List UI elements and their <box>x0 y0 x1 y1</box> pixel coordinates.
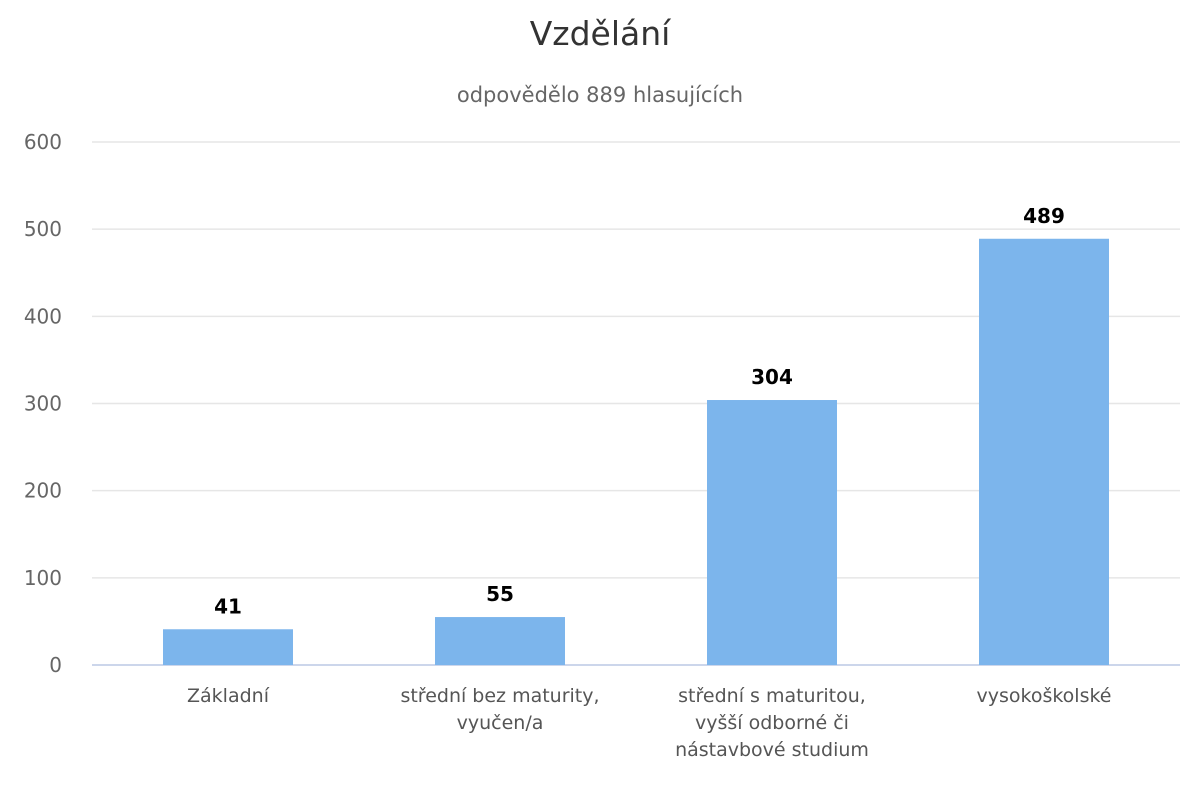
bar[interactable] <box>707 400 837 665</box>
x-tick-label-line: vyšší odborné či <box>695 712 849 734</box>
x-tick-label-line: nástavbové studium <box>675 739 869 761</box>
chart-subtitle: odpovědělo 889 hlasujících <box>456 83 744 107</box>
x-tick-label-line: vysokoškolské <box>976 685 1111 707</box>
bar[interactable] <box>163 629 293 665</box>
y-tick-label: 200 <box>24 479 62 503</box>
x-tick-label: střední s maturitou, vyšší odborné či nást… <box>675 685 869 761</box>
data-label: 41 <box>214 594 242 618</box>
data-label: 304 <box>751 365 793 389</box>
y-tick-label: 400 <box>24 304 62 328</box>
y-tick-label: 100 <box>24 566 62 590</box>
x-tick-label: vysokoškolské <box>976 685 1111 707</box>
x-tick-label-line: střední bez maturity, <box>400 685 599 707</box>
data-label: 489 <box>1023 204 1065 228</box>
x-tick-label-line: Základní <box>187 685 270 707</box>
data-label: 55 <box>486 582 514 606</box>
data-labels: 41 55 304 489 <box>214 204 1065 619</box>
y-tick-label: 300 <box>24 392 62 416</box>
bar[interactable] <box>435 617 565 665</box>
y-axis-ticks: 0 100 200 300 400 500 600 <box>24 130 62 677</box>
y-tick-label: 600 <box>24 130 62 154</box>
y-tick-label: 0 <box>49 653 62 677</box>
bars <box>163 238 1109 665</box>
bar[interactable] <box>979 238 1109 665</box>
x-axis-ticks: Základní střední bez maturity, vyučen/astř… <box>187 685 1111 761</box>
y-tick-label: 500 <box>24 217 62 241</box>
x-tick-label-line: vyučen/a <box>457 712 544 734</box>
x-tick-label-line: střední s maturitou, <box>678 685 866 707</box>
chart-title: Vzdělání <box>529 14 671 53</box>
x-tick-label: Základní <box>187 685 270 707</box>
x-tick-label: střední bez maturity, vyučen/a <box>400 685 599 734</box>
